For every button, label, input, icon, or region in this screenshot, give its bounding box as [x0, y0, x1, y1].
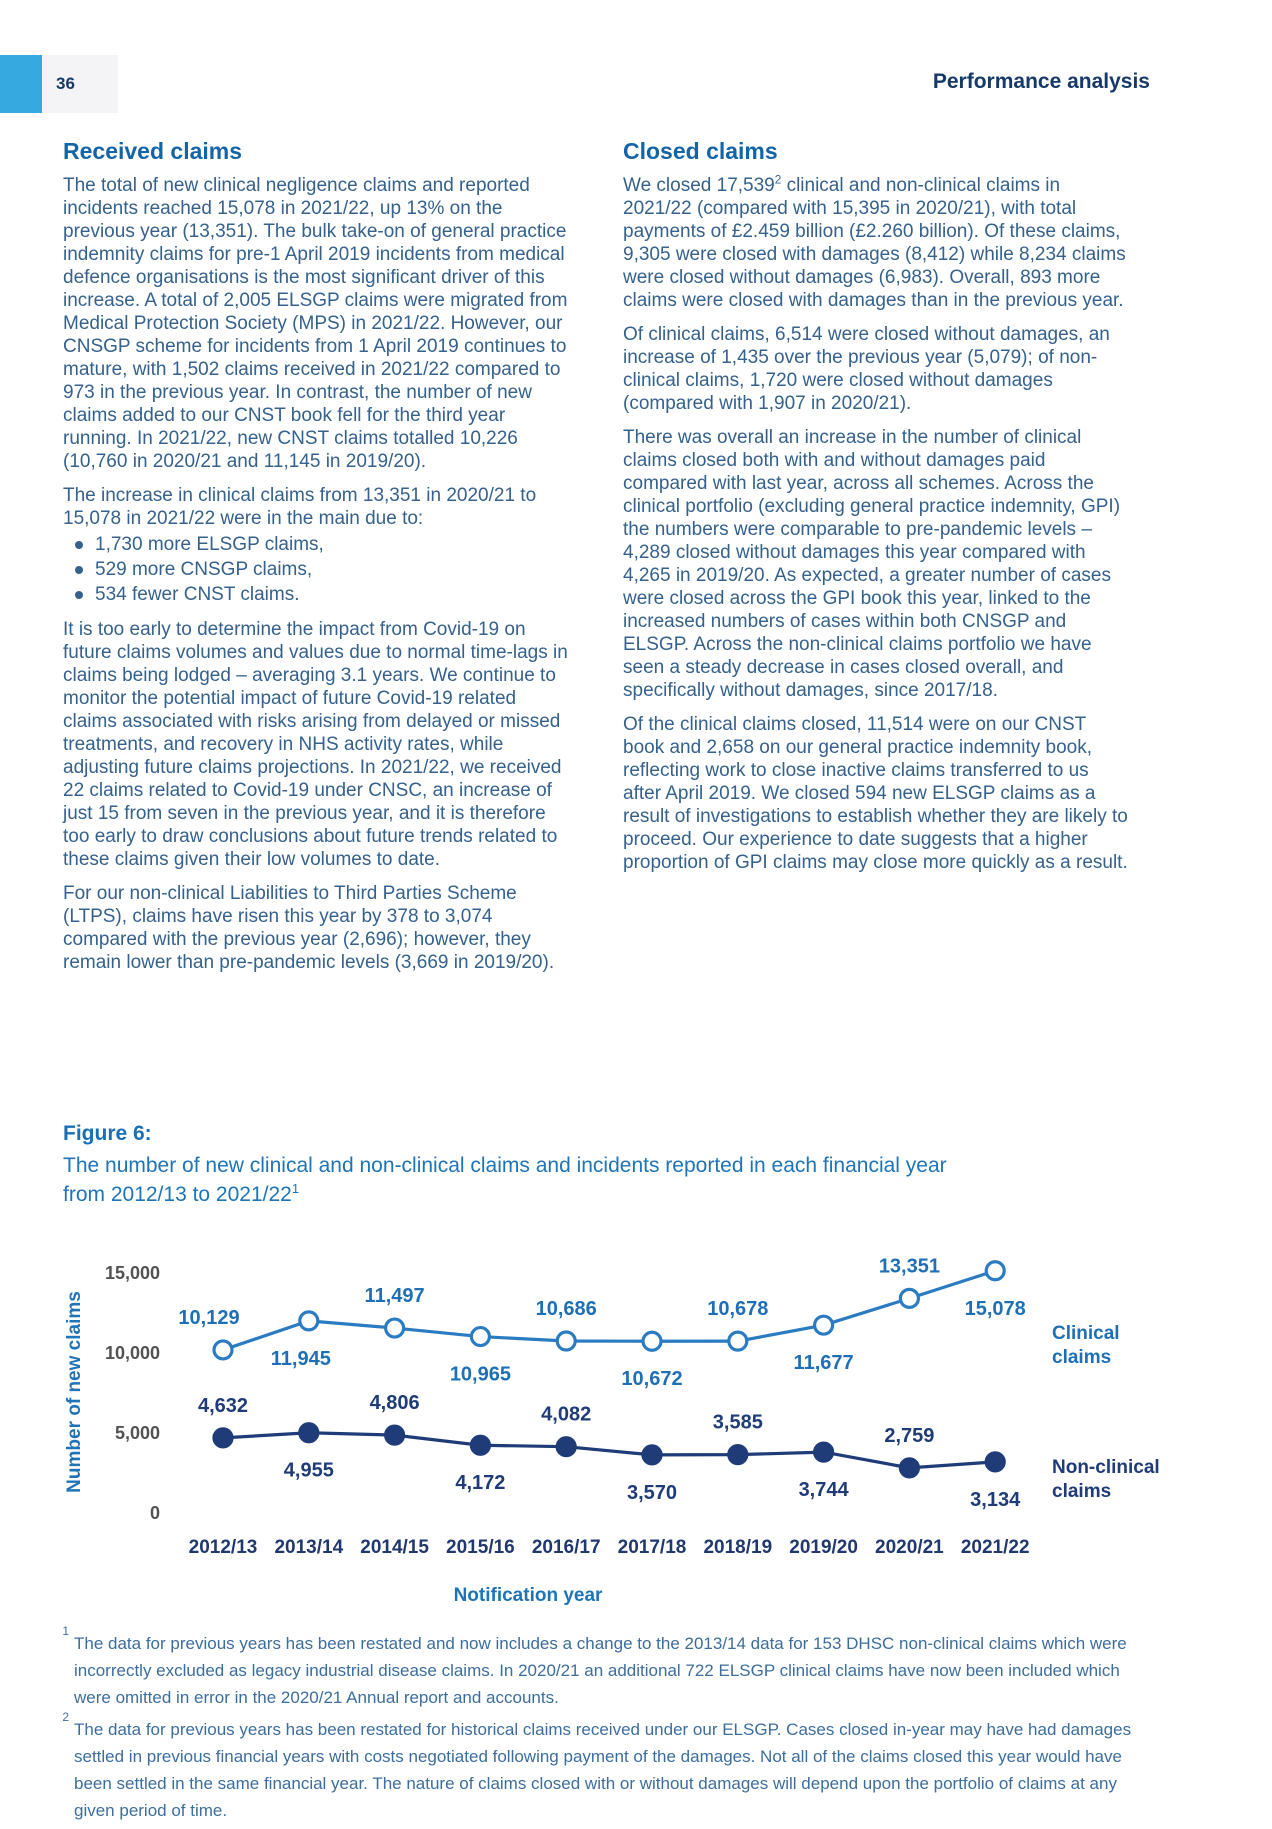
data-point-marker [727, 1330, 749, 1352]
x-axis-tick-label: 2016/17 [532, 1537, 601, 1558]
data-point-marker [984, 1451, 1006, 1473]
x-axis-tick-label: 2021/22 [961, 1537, 1030, 1558]
data-point-label: 3,134 [970, 1489, 1021, 1511]
closed-paragraph-1: We closed 17,5392 clinical and non-clini… [623, 174, 1131, 312]
x-axis-tick-label: 2013/14 [274, 1537, 343, 1558]
claims-line-chart: 15,000 10,000 5,000 0 2012/13 2013/14 2014/15 2… [64, 1255, 1030, 1606]
data-point-label: 11,497 [365, 1285, 425, 1307]
figure-label: Figure 6: [63, 1122, 152, 1145]
page-number-value: 36 [56, 74, 75, 93]
footnote-reference-2: 2 [774, 173, 782, 187]
closed-paragraph-2: Of clinical claims, 6,514 were closed wi… [623, 324, 1110, 414]
received-paragraph-3: It is too early to determine the impact … [63, 619, 568, 870]
data-point-marker [898, 1457, 921, 1479]
y-axis-tick-label: 10,000 [105, 1343, 160, 1363]
y-axis-tick-label: 0 [150, 1503, 160, 1523]
list-item: 534 fewer CNST claims. [63, 582, 571, 607]
data-point-marker [384, 1317, 406, 1339]
data-point-marker [641, 1330, 663, 1352]
data-point-label: 3,585 [713, 1412, 763, 1434]
footnote-marker: 2 [62, 1710, 69, 1724]
data-point-label: 4,955 [284, 1460, 334, 1482]
page-number: 36 [42, 55, 118, 113]
footnote-1: 1 The data for previous years has been r… [55, 1624, 1135, 1711]
data-point-label: 3,744 [799, 1479, 850, 1501]
data-point-marker [727, 1444, 749, 1466]
x-axis-tick-label: 2018/19 [703, 1537, 772, 1558]
data-point-label: 3,570 [627, 1482, 677, 1504]
data-point-label: 15,078 [965, 1298, 1026, 1320]
data-point-label: 10,965 [450, 1364, 511, 1386]
data-point-marker [984, 1260, 1006, 1282]
data-point-marker [298, 1422, 320, 1444]
received-paragraph-1: The total of new clinical negligence cla… [63, 175, 568, 472]
body-columns: Received claims The total of new clinica… [63, 138, 1133, 985]
x-axis-tick-label: 2020/21 [875, 1537, 944, 1558]
data-point-marker [812, 1314, 835, 1336]
list-item: 529 more CNSGP claims, [63, 557, 571, 582]
running-header-title: Performance analysis [932, 70, 1150, 93]
footnote-reference-1: 1 [291, 1181, 300, 1196]
data-point-marker [555, 1330, 577, 1352]
received-claims-heading: Received claims [63, 138, 243, 164]
data-point-label: 10,129 [178, 1307, 239, 1329]
footnote-text: The data for previous years has been res… [74, 1720, 1132, 1820]
closed-paragraph-4: Of the clinical claims closed, 11,514 we… [623, 714, 1128, 873]
footnote-2: 2 The data for previous years has been r… [55, 1710, 1135, 1824]
footnotes: 1 The data for previous years has been r… [55, 1624, 1135, 1829]
data-point-marker [384, 1424, 406, 1446]
data-point-marker [469, 1325, 491, 1348]
series-line [222, 1269, 996, 1352]
data-point-marker [641, 1444, 663, 1466]
data-point-label: 10,678 [707, 1298, 768, 1320]
corner-accent-square [0, 55, 42, 113]
figure-caption-text: The number of new clinical and non-clini… [63, 1154, 947, 1206]
data-point-marker [555, 1436, 577, 1458]
data-point-label: 4,806 [370, 1392, 420, 1414]
received-bullet-list: 1,730 more ELSGP claims, 529 more CNSGP … [63, 532, 571, 607]
x-axis-title: Notification year [454, 1585, 603, 1606]
x-axis-tick-label: 2014/15 [360, 1537, 429, 1558]
x-axis-tick-label: 2017/18 [618, 1537, 687, 1558]
data-point-label: 11,945 [271, 1348, 331, 1370]
x-axis-tick-label: 2015/16 [446, 1537, 515, 1558]
data-point-label: 4,632 [198, 1395, 248, 1417]
y-axis-tick-label: 5,000 [115, 1423, 160, 1443]
data-point-marker [898, 1287, 921, 1309]
data-point-label: 10,686 [536, 1298, 597, 1320]
figure-caption: The number of new clinical and non-clini… [63, 1151, 983, 1209]
closed-claims-section: Closed claims We closed 17,5392 clinical… [623, 138, 1131, 985]
list-item: 1,730 more ELSGP claims, [63, 532, 571, 557]
closed-paragraph-3: There was overall an increase in the num… [623, 427, 1121, 701]
data-point-label: 4,172 [455, 1472, 505, 1494]
data-point-label: 11,677 [794, 1352, 854, 1374]
closed-paragraph-1-start: We closed 17,539 [623, 175, 775, 196]
series-line [222, 1431, 996, 1470]
data-point-label: 10,672 [621, 1368, 682, 1390]
data-point-label: 13,351 [879, 1255, 940, 1277]
figure-6-block: Figure 6: The number of new clinical and… [63, 1122, 993, 1209]
legend-clinical-claims: Clinical claims [1052, 1323, 1120, 1368]
x-axis-tick-label: 2012/13 [189, 1537, 258, 1558]
data-point-marker [212, 1427, 234, 1449]
y-axis-tick-label: 15,000 [105, 1263, 160, 1283]
x-axis-tick-label: 2019/20 [789, 1537, 858, 1558]
data-point-label: 2,759 [884, 1425, 934, 1447]
received-claims-section: Received claims The total of new clinica… [63, 138, 571, 985]
received-paragraph-2-intro: The increase in clinical claims from 13,… [63, 485, 537, 529]
footnote-text: The data for previous years has been res… [74, 1634, 1127, 1707]
data-point-marker [469, 1434, 491, 1456]
data-point-marker [212, 1339, 234, 1361]
data-point-marker [812, 1441, 835, 1463]
legend-non-clinical-claims: Non-clinical claims [1052, 1457, 1160, 1502]
data-point-label: 4,082 [541, 1404, 591, 1426]
closed-claims-heading: Closed claims [623, 138, 778, 164]
closed-paragraph-1-rest: clinical and non-clinical claims in 2021… [623, 175, 1126, 311]
footnote-marker: 1 [62, 1624, 69, 1638]
received-paragraph-4: For our non-clinical Liabilities to Thir… [63, 883, 555, 973]
y-axis-title: Number of new claims [64, 1291, 85, 1493]
data-point-marker [298, 1310, 320, 1332]
